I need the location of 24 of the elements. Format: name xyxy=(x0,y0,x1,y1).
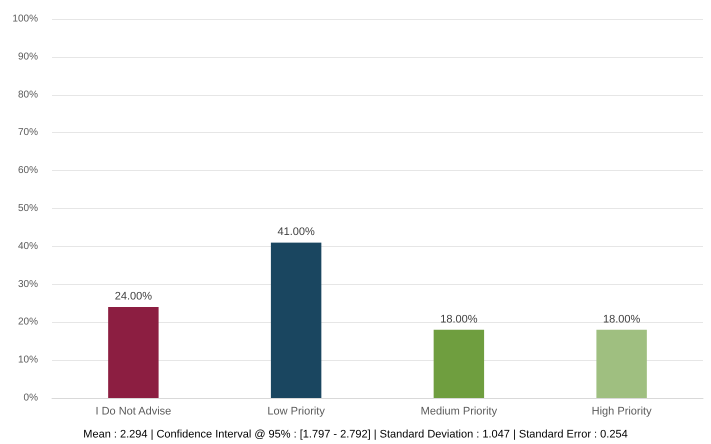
y-tick-label: 50% xyxy=(18,203,38,214)
y-tick-label: 10% xyxy=(18,354,38,366)
y-tick-label: 20% xyxy=(18,316,38,328)
y-tick-label: 70% xyxy=(18,127,38,138)
bar xyxy=(596,330,647,398)
y-tick-label: 100% xyxy=(12,14,38,24)
bar xyxy=(434,330,484,398)
data-label: 18.00% xyxy=(602,313,640,326)
text: Mean : 2.294 | Confidence Interval @ 95% : [1.797 - 2.792] | Standard Deviation : 1.047 | Standard Error : 0.254 xyxy=(83,428,628,440)
y-tick-label: 0% xyxy=(24,392,38,404)
bar xyxy=(270,242,322,398)
data-label: 24.00% xyxy=(114,290,152,303)
x-tick-label: Low Priority xyxy=(267,406,326,418)
bar xyxy=(108,307,159,398)
data-label: 41.00% xyxy=(277,226,315,238)
y-tick-label: 40% xyxy=(18,240,38,252)
y-tick-label: 80% xyxy=(18,89,38,100)
y-tick-label: 30% xyxy=(18,278,38,290)
y-tick-label: 90% xyxy=(18,51,38,62)
x-tick-label: High Priority xyxy=(592,406,652,418)
x-tick-label: Medium Priority xyxy=(420,406,498,418)
y-tick-label: 60% xyxy=(18,165,38,176)
x-tick-label: I Do Not Advise xyxy=(95,406,172,418)
data-label: 18.00% xyxy=(440,313,478,326)
